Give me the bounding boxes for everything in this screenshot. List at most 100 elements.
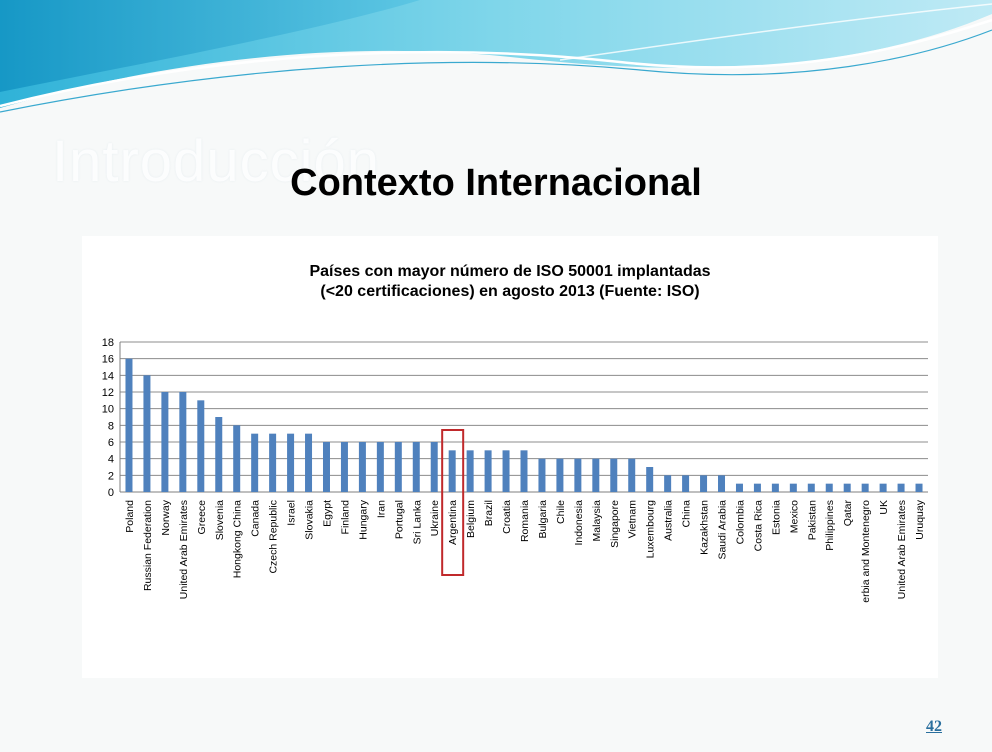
x-tick-label: Uruquay xyxy=(914,499,926,539)
y-tick-label: 6 xyxy=(108,437,114,449)
x-tick-label: Egypt xyxy=(321,500,333,527)
bar xyxy=(592,458,600,492)
bar xyxy=(771,483,779,492)
x-tick-label: Iran xyxy=(375,500,387,518)
x-tick-label: Mexico xyxy=(788,500,800,533)
x-tick-label: Poland xyxy=(124,500,136,533)
bar xyxy=(376,442,384,492)
x-tick-label: Australia xyxy=(663,500,675,541)
bar xyxy=(322,442,330,492)
x-tick-label: Philippines xyxy=(824,500,836,551)
bar xyxy=(700,475,708,492)
bar xyxy=(753,483,761,492)
x-tick-label: Luxembourg xyxy=(645,500,657,559)
bar xyxy=(825,483,833,492)
bar xyxy=(215,417,223,492)
bar xyxy=(646,467,654,492)
x-tick-label: Finland xyxy=(339,500,351,535)
bar xyxy=(735,483,743,492)
bar xyxy=(915,483,923,492)
x-tick-label: Bulgaria xyxy=(537,500,549,539)
x-tick-label: Portugal xyxy=(393,500,405,539)
x-tick-label: Romania xyxy=(519,500,531,542)
bar xyxy=(161,392,169,492)
bar xyxy=(628,458,636,492)
wave-header-decoration xyxy=(0,0,992,113)
bar xyxy=(879,483,887,492)
bar xyxy=(789,483,797,492)
bar xyxy=(358,442,366,492)
x-tick-label: United Arab Emirates xyxy=(178,500,190,599)
x-tick-label: Hongkong China xyxy=(232,500,244,578)
bar xyxy=(861,483,869,492)
bar-chart: 0 2 4 6 8 10 12 14 16 18 Poland Russian Federation N… xyxy=(102,337,928,603)
chart-subtitle: (<20 certificaciones) en agosto 2013 (Fu… xyxy=(320,283,700,300)
chart-panel: Países con mayor número de ISO 50001 imp… xyxy=(82,236,938,678)
x-tick-label: Ukraine xyxy=(429,500,441,536)
bar xyxy=(448,450,456,492)
slide-title: Contexto Internacional xyxy=(290,162,702,204)
bar xyxy=(412,442,420,492)
y-tick-label: 2 xyxy=(108,470,114,482)
x-tick-label: Slovenia xyxy=(214,500,226,540)
x-tick-label: United Arab Emirates xyxy=(896,500,908,599)
x-tick-label: Israel xyxy=(286,500,298,526)
x-tick-label: Sri Lanka xyxy=(411,500,423,545)
bar xyxy=(538,458,546,492)
bar xyxy=(143,375,151,492)
x-tick-label: Canada xyxy=(250,500,262,537)
x-tick-label: erbia and Montenegro xyxy=(860,500,872,603)
bar xyxy=(179,392,187,492)
bar xyxy=(610,458,618,492)
x-tick-label: Greece xyxy=(196,500,208,535)
y-tick-label: 14 xyxy=(102,370,114,382)
bar xyxy=(718,475,726,492)
x-tick-label: Chile xyxy=(555,500,567,524)
bar xyxy=(269,433,277,492)
x-tick-label: Kazakhstan xyxy=(699,500,711,555)
x-tick-label: Pakistan xyxy=(806,500,818,540)
y-tick-label: 10 xyxy=(102,404,114,416)
x-tick-label: Colombia xyxy=(734,500,746,545)
bar xyxy=(394,442,402,492)
bar xyxy=(287,433,295,492)
y-tick-label: 0 xyxy=(108,487,114,499)
x-tick-label: Brazil xyxy=(483,500,495,526)
x-tick-label: Qatar xyxy=(842,500,854,527)
bar xyxy=(305,433,313,492)
x-tick-label: Costa Rica xyxy=(752,500,764,552)
bar xyxy=(502,450,510,492)
bar xyxy=(197,400,205,492)
bar xyxy=(682,475,690,492)
bar xyxy=(520,450,528,492)
x-tick-label: UK xyxy=(878,500,890,515)
bar xyxy=(664,475,672,492)
x-tick-label: Indonesia xyxy=(573,500,585,546)
x-tick-label: Belgium xyxy=(465,500,477,538)
x-tick-label: Russian Federation xyxy=(142,500,154,591)
x-tick-label: Vietnam xyxy=(627,500,639,539)
x-tick-label: Saudi Arabia xyxy=(717,500,729,560)
y-tick-label: 18 xyxy=(102,337,114,349)
x-tick-label: Malaysia xyxy=(591,500,603,542)
bar xyxy=(807,483,815,492)
y-tick-label: 4 xyxy=(108,454,114,466)
bar xyxy=(843,483,851,492)
page-number[interactable]: 42 xyxy=(926,718,942,735)
x-tick-label: Hungary xyxy=(357,499,369,539)
chart-title-line-1: Países con mayor número de ISO 50001 imp… xyxy=(309,263,711,280)
x-tick-label: Estonia xyxy=(770,500,782,535)
bar xyxy=(233,425,241,492)
bar xyxy=(556,458,564,492)
ghost-section-title: Introducción xyxy=(52,129,380,194)
x-tick-label: Croatia xyxy=(501,500,513,534)
y-tick-label: 16 xyxy=(102,354,114,366)
bar xyxy=(466,450,474,492)
bar xyxy=(574,458,582,492)
x-tick-label: Norway xyxy=(160,499,172,535)
bar xyxy=(340,442,348,492)
bar xyxy=(125,358,133,492)
x-tick-label: Czech Republic xyxy=(268,500,280,574)
bar xyxy=(484,450,492,492)
